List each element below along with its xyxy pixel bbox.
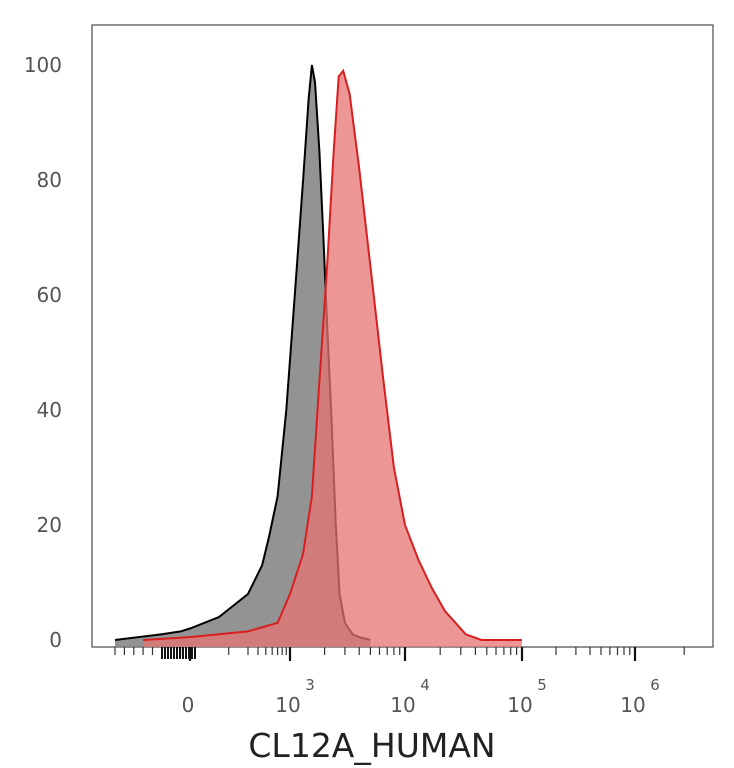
series-layer [114, 64, 522, 648]
y-tick-label: 100 [24, 53, 62, 77]
y-tick-label: 60 [37, 283, 62, 307]
x-tick-exponent: 6 [650, 676, 660, 694]
x-tick-label: 10 [507, 693, 532, 717]
series-1-area [115, 65, 371, 647]
y-tick-label: 40 [37, 398, 62, 422]
x-tick-exponent: 4 [420, 676, 430, 694]
x-tick-label: 10 [390, 693, 415, 717]
series-2-area [143, 70, 522, 648]
y-tick-label: 0 [49, 628, 62, 652]
y-tick-label: 20 [37, 513, 62, 537]
x-axis: 0 10 3 10 4 10 5 10 6 [114, 647, 685, 717]
y-axis: 0 20 40 60 80 100 [24, 53, 62, 652]
x-tick-label: 10 [620, 693, 645, 717]
y-tick-label: 80 [37, 168, 62, 192]
series-2-line [143, 68, 522, 641]
x-tick-exponent: 3 [305, 676, 315, 694]
x-tick-label: 10 [275, 693, 300, 717]
x-tick-label: 0 [182, 693, 195, 717]
x-axis-title: CL12A_HUMAN [248, 726, 495, 765]
x-tick-exponent: 5 [537, 676, 547, 694]
